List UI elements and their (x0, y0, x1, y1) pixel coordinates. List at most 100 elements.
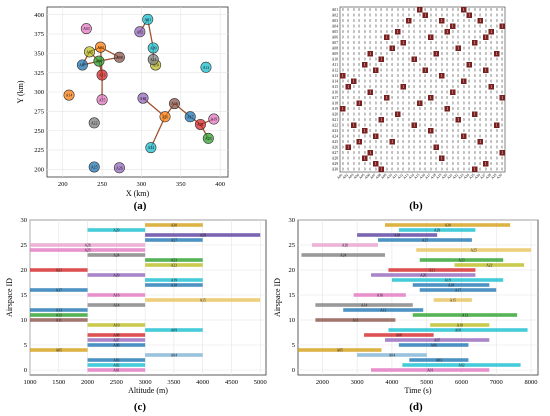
matrix-cell-value: 0 (369, 14, 371, 18)
matrix-cell-value: 0 (479, 118, 481, 122)
range-bar-label: A29 (434, 228, 440, 232)
matrix-cell-value: 0 (424, 47, 426, 51)
matrix-col-label: A01 (336, 173, 343, 180)
matrix-cell-value: 1 (424, 69, 426, 73)
matrix-cell-value: 0 (391, 41, 393, 45)
range-bar-label: A27 (422, 238, 428, 242)
matrix-col-label: A18 (430, 173, 437, 180)
matrix-cell-value: 0 (430, 118, 432, 122)
range-bar-label: A23 (458, 258, 464, 262)
matrix-cell-value: 0 (479, 129, 481, 133)
range-bar-label: A22 (486, 263, 492, 267)
matrix-cell-value: 0 (413, 63, 415, 67)
matrix-cell-value: 0 (430, 74, 432, 78)
matrix-cell-value: 0 (501, 36, 503, 40)
matrix-cell-value: 0 (441, 47, 443, 51)
matrix-cell-value: 0 (408, 36, 410, 40)
matrix-cell-value: 0 (430, 140, 432, 144)
matrix-cell-value: 0 (452, 107, 454, 111)
matrix-cell-value: 0 (353, 91, 355, 95)
matrix-cell-value: 0 (397, 74, 399, 78)
matrix-cell-value: 0 (457, 25, 459, 29)
matrix-cell-value: 0 (353, 162, 355, 166)
matrix-cell-value: 0 (408, 107, 410, 111)
matrix-cell-value: 1 (369, 151, 371, 155)
matrix-cell-filled (422, 12, 428, 18)
matrix-cell-value: 0 (419, 146, 421, 150)
matrix-cell-value: 0 (408, 80, 410, 84)
x-tick-label: 300 (137, 181, 147, 188)
matrix-cell-value: 0 (435, 58, 437, 62)
matrix-cell-value: 0 (413, 47, 415, 51)
matrix-cell-value: 0 (391, 91, 393, 95)
matrix-cell-value: 0 (347, 63, 349, 67)
matrix-cell-value: 0 (446, 36, 448, 40)
matrix-cell-value: 0 (496, 129, 498, 133)
matrix-cell-value: 0 (490, 96, 492, 100)
matrix-cell-value: 0 (457, 36, 459, 40)
matrix-cell-value: 0 (402, 96, 404, 100)
matrix-cell-value: 0 (474, 107, 476, 111)
matrix-cell-value: 1 (501, 96, 503, 100)
matrix-cell-value: 0 (501, 107, 503, 111)
matrix-cell-value: 0 (457, 85, 459, 89)
matrix-cell-value: 0 (402, 157, 404, 161)
matrix-cell-value: 0 (364, 47, 366, 51)
matrix-cell-value: 0 (468, 151, 470, 155)
matrix-cell-value: 0 (446, 118, 448, 122)
matrix-cell-value: 0 (490, 74, 492, 78)
matrix-cell-filled (356, 100, 362, 106)
matrix-cell-value: 1 (380, 118, 382, 122)
matrix-cell-value: 0 (347, 129, 349, 133)
matrix-cell-value: 0 (496, 58, 498, 62)
matrix-cell-value: 0 (474, 124, 476, 128)
matrix-row-label: A06 (332, 35, 338, 39)
matrix-cell-value: 0 (397, 14, 399, 18)
matrix-cell-value: 0 (364, 140, 366, 144)
range-bar-label: A10 (457, 323, 463, 327)
node-label: A12 (203, 66, 210, 70)
y-tick-label: 20 (289, 267, 296, 274)
matrix-cell-value: 0 (347, 80, 349, 84)
range-bar-label: A24 (340, 253, 346, 257)
matrix-cell-value: 0 (430, 85, 432, 89)
range-bar-label: A12 (462, 313, 468, 317)
matrix-cell-filled (367, 51, 373, 57)
matrix-cell-value: 0 (419, 129, 421, 133)
matrix-cell-value: 0 (485, 168, 487, 172)
matrix-cell-value: 0 (358, 151, 360, 155)
matrix-cell-value: 0 (419, 157, 421, 161)
matrix-cell-filled (417, 7, 423, 13)
matrix-cell-value: 0 (446, 63, 448, 67)
matrix-cell-value: 0 (369, 74, 371, 78)
matrix-cell-value: 0 (474, 69, 476, 73)
matrix-cell-value: 0 (364, 58, 366, 62)
matrix-cell-value: 0 (380, 52, 382, 56)
range-bar (87, 343, 146, 347)
matrix-cell-value: 0 (490, 8, 492, 12)
matrix-cell-value: 0 (364, 118, 366, 122)
matrix-cell-value: 0 (468, 47, 470, 51)
matrix-cell-value: 0 (375, 107, 377, 111)
matrix-cell-value: 0 (391, 118, 393, 122)
matrix-cell-value: 0 (419, 80, 421, 84)
matrix-row-label: A11 (332, 63, 338, 67)
matrix-cell-value: 0 (391, 129, 393, 133)
matrix-cell-value: 0 (441, 118, 443, 122)
matrix-cell-filled (428, 34, 434, 40)
matrix-cell-value: 1 (347, 85, 349, 89)
matrix-cell-filled (477, 139, 483, 145)
matrix-cell-value: 0 (474, 52, 476, 56)
matrix-cell-value: 0 (501, 74, 503, 78)
range-bar (384, 338, 490, 342)
matrix-cell-value: 0 (446, 124, 448, 128)
matrix-cell-value: 0 (485, 41, 487, 45)
matrix-cell-value: 0 (364, 41, 366, 45)
matrix-cell-value: 0 (397, 47, 399, 51)
matrix-cell-value: 0 (446, 146, 448, 150)
matrix-cell-value: 0 (485, 85, 487, 89)
matrix-cell-value: 0 (364, 52, 366, 56)
matrix-cell-value: 0 (485, 14, 487, 18)
matrix-cell-value: 0 (441, 91, 443, 95)
